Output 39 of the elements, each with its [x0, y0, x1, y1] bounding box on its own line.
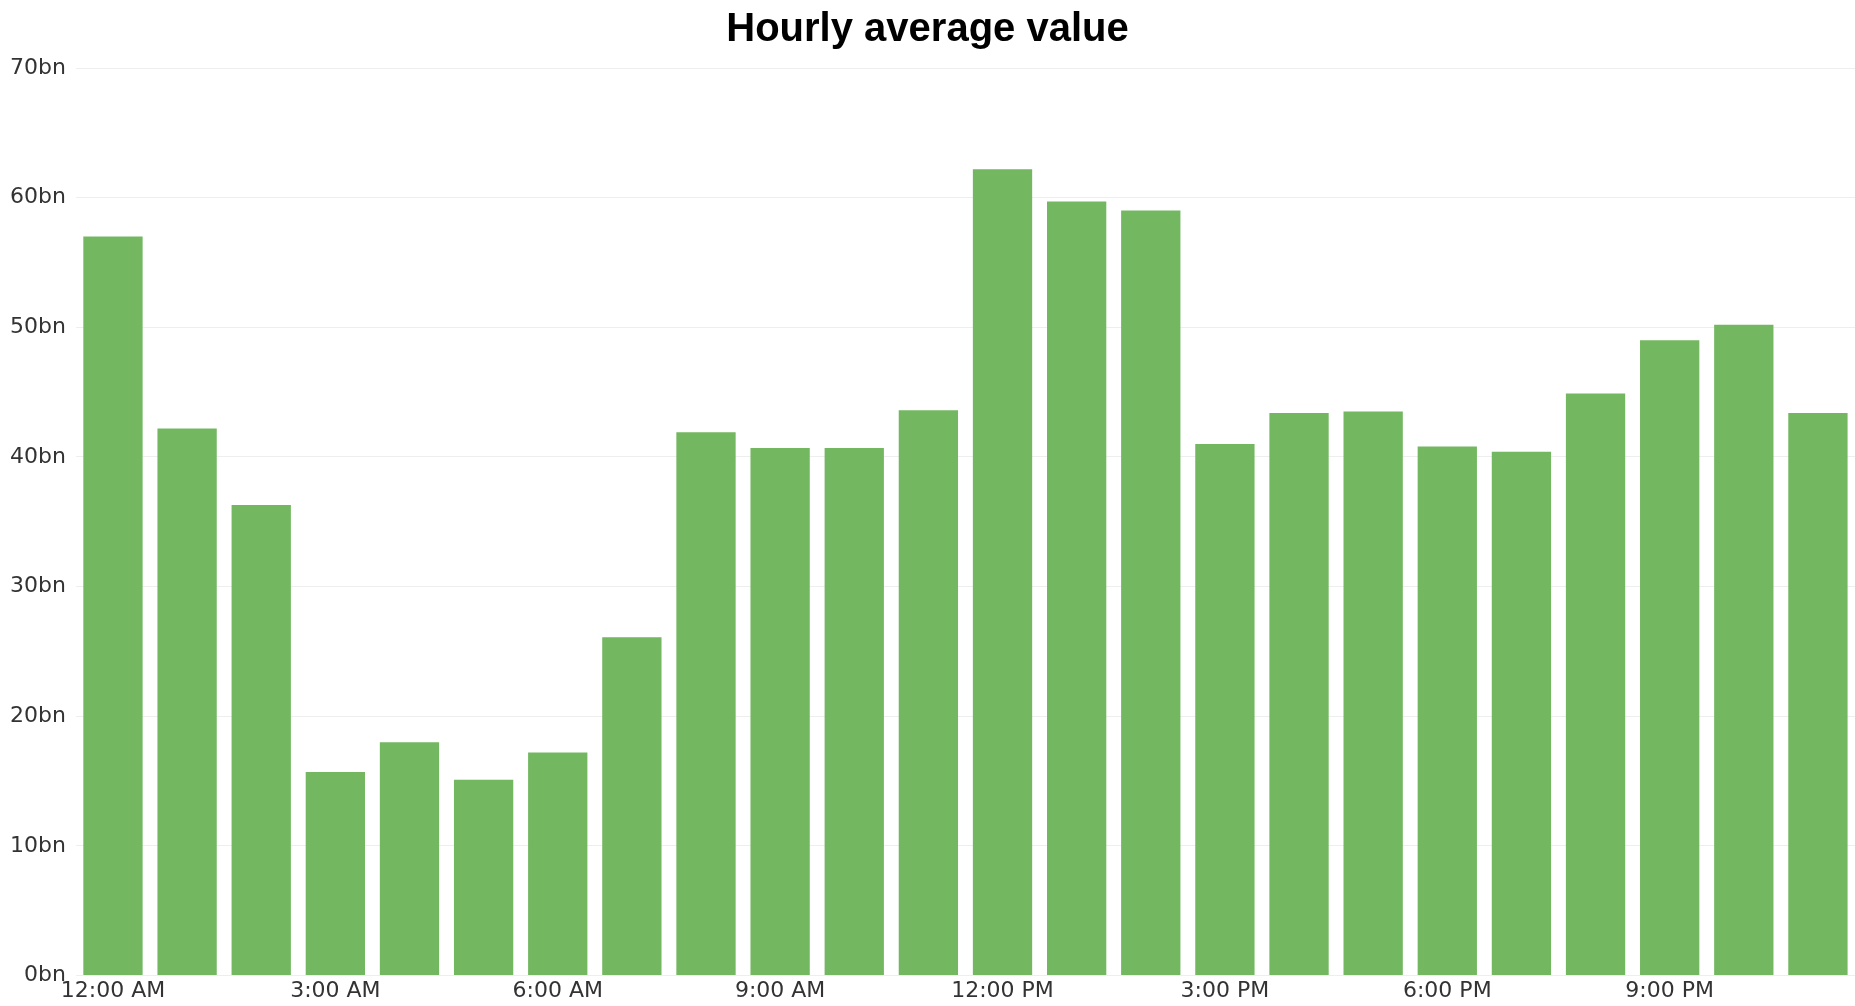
- x-tick-label: 12:00 PM: [951, 976, 1054, 1002]
- bar: [972, 169, 1033, 976]
- y-tick-label: 50bn: [10, 313, 66, 339]
- y-tick-label: 10bn: [10, 831, 66, 857]
- bar: [379, 742, 440, 976]
- x-tick-label: 6:00 AM: [512, 976, 603, 1002]
- y-tick-label: 60bn: [10, 183, 66, 209]
- bar: [676, 432, 736, 976]
- bar: [1121, 210, 1181, 976]
- x-tick-label: 9:00 PM: [1625, 976, 1715, 1002]
- bar: [898, 410, 959, 976]
- bar: [1269, 412, 1329, 976]
- x-tick-label: 9:00 AM: [734, 976, 826, 1002]
- bar: [1046, 201, 1107, 976]
- bar: [231, 504, 291, 976]
- bar: [83, 236, 143, 976]
- x-tick-label: 6:00 PM: [1402, 976, 1492, 1002]
- bar: [453, 779, 514, 976]
- bar: [1714, 324, 1774, 976]
- bar: [1195, 444, 1255, 976]
- bar: [1491, 451, 1552, 976]
- bar: [305, 772, 366, 976]
- bar: [750, 447, 810, 976]
- y-tick-label: 20bn: [10, 702, 66, 727]
- bar: [1417, 446, 1477, 976]
- x-tick-label: 3:00 PM: [1180, 976, 1270, 1002]
- bar: [824, 447, 884, 976]
- bar: [1788, 412, 1848, 976]
- x-tick-label: 3:00 AM: [290, 976, 381, 1002]
- y-tick-label: 70bn: [10, 53, 66, 79]
- bar: [602, 637, 662, 976]
- bar: [1640, 340, 1700, 976]
- chart-title: Hourly average value: [726, 5, 1129, 50]
- bar: [528, 752, 588, 976]
- bar: [1343, 411, 1403, 976]
- bar: [1565, 393, 1626, 976]
- y-tick-label: 30bn: [10, 572, 66, 598]
- bar: [157, 428, 217, 976]
- y-tick-label: 40bn: [10, 442, 66, 468]
